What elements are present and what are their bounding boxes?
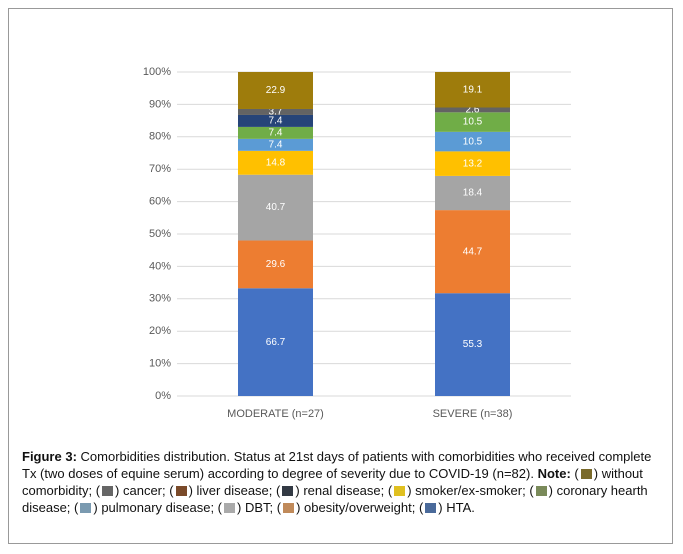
bar-segment bbox=[238, 150, 313, 175]
bar-segment bbox=[435, 151, 510, 176]
swatch bbox=[425, 503, 437, 513]
bar-segment bbox=[238, 288, 313, 396]
bar-segment bbox=[238, 138, 313, 151]
note-text: obesity/overweight; bbox=[304, 500, 416, 515]
data-label: 55.3 bbox=[463, 339, 483, 350]
y-tick-label: 90% bbox=[149, 98, 171, 110]
note-label: Note: bbox=[537, 466, 571, 481]
swatch bbox=[282, 486, 294, 496]
note-text: renal disease; bbox=[303, 483, 385, 498]
bar-segment bbox=[435, 107, 510, 113]
swatch bbox=[175, 486, 187, 496]
note-item: () pulmonary disease; bbox=[70, 500, 215, 515]
data-label: 13.2 bbox=[463, 158, 483, 169]
y-tick-label: 40% bbox=[149, 260, 171, 272]
bar-segment bbox=[435, 210, 510, 294]
note-text: HTA. bbox=[446, 500, 475, 515]
data-label: 19.1 bbox=[463, 84, 483, 95]
y-tick-label: 10% bbox=[149, 358, 171, 370]
swatch bbox=[394, 486, 406, 496]
note-item: () HTA. bbox=[415, 500, 475, 515]
data-label: 40.7 bbox=[266, 202, 286, 213]
note-item: () renal disease; bbox=[272, 483, 385, 498]
bar-segment bbox=[435, 293, 510, 396]
bar-segment bbox=[435, 72, 510, 108]
bar-segment bbox=[435, 131, 510, 152]
bar-segment bbox=[238, 72, 313, 109]
data-label: 66.7 bbox=[266, 337, 286, 348]
y-tick-label: 80% bbox=[149, 131, 171, 143]
data-label: 7.4 bbox=[269, 139, 283, 150]
data-label: 22.9 bbox=[266, 85, 286, 96]
caption: Figure 3: Comorbidities distribution. St… bbox=[22, 448, 667, 516]
swatch bbox=[535, 486, 547, 496]
note-item: () liver disease; bbox=[165, 483, 273, 498]
note-item: () without comorbidity; bbox=[22, 466, 643, 498]
note-text: cancer; bbox=[122, 483, 166, 498]
data-label: 2.6 bbox=[466, 105, 480, 116]
swatch bbox=[283, 503, 295, 513]
bar-segment bbox=[238, 240, 313, 289]
figure: 0% 10% 20% 30% 40% 50% 60% 70% 80% 90% 100% MODERAT… bbox=[8, 8, 673, 544]
note-text: liver disease; bbox=[196, 483, 273, 498]
bar-segment bbox=[238, 126, 313, 139]
data-label: 7.4 bbox=[269, 128, 283, 139]
data-label: 44.7 bbox=[463, 246, 483, 257]
data-label: 7.4 bbox=[269, 116, 283, 127]
data-label: 10.5 bbox=[463, 117, 483, 128]
bar-segment bbox=[238, 174, 313, 241]
note-item: () coronary hearth disease; bbox=[22, 483, 648, 515]
note-text: pulmonary disease; bbox=[101, 500, 215, 515]
note-text: DBT; bbox=[244, 500, 274, 515]
y-tick-label: 20% bbox=[149, 325, 171, 337]
figure-label: Figure 3: bbox=[22, 449, 77, 464]
data-label: 29.6 bbox=[266, 259, 286, 270]
data-label: 3.7 bbox=[269, 107, 283, 118]
x-tick-label: SEVERE (n=38) bbox=[433, 408, 513, 420]
bar-segment bbox=[435, 112, 510, 132]
note-item: () smoker/ex-smoker; bbox=[384, 483, 526, 498]
bar-segment bbox=[435, 175, 510, 211]
y-tick-label: 0% bbox=[155, 390, 171, 402]
swatch bbox=[80, 503, 92, 513]
data-label: 18.4 bbox=[463, 188, 483, 199]
y-tick-label: 50% bbox=[149, 228, 171, 240]
swatch bbox=[580, 469, 592, 479]
note-item: () obesity/overweight; bbox=[273, 500, 416, 515]
bar-segment bbox=[238, 108, 313, 115]
y-tick-label: 70% bbox=[149, 163, 171, 175]
y-tick-label: 30% bbox=[149, 293, 171, 305]
note-text: coronary hearth disease; bbox=[22, 483, 648, 515]
note-item: () DBT; bbox=[214, 500, 274, 515]
note-text: smoker/ex-smoker; bbox=[415, 483, 526, 498]
data-label: 10.5 bbox=[463, 136, 483, 147]
note-text: without comorbidity; bbox=[22, 466, 643, 498]
bar-segment bbox=[238, 114, 313, 127]
note-items: () without comorbidity; () cancer; () li… bbox=[22, 466, 648, 515]
y-tick-label: 60% bbox=[149, 196, 171, 208]
swatch bbox=[224, 503, 236, 513]
caption-text: Comorbidities distribution. Status at 21… bbox=[22, 449, 652, 481]
chart: 0% 10% 20% 30% 40% 50% 60% 70% 80% 90% 100% MODERAT… bbox=[143, 66, 571, 420]
x-tick-label: MODERATE (n=27) bbox=[227, 408, 324, 420]
swatch bbox=[102, 486, 114, 496]
data-label: 14.8 bbox=[266, 157, 286, 168]
y-tick-label: 100% bbox=[143, 66, 171, 78]
note-item: () cancer; bbox=[92, 483, 166, 498]
